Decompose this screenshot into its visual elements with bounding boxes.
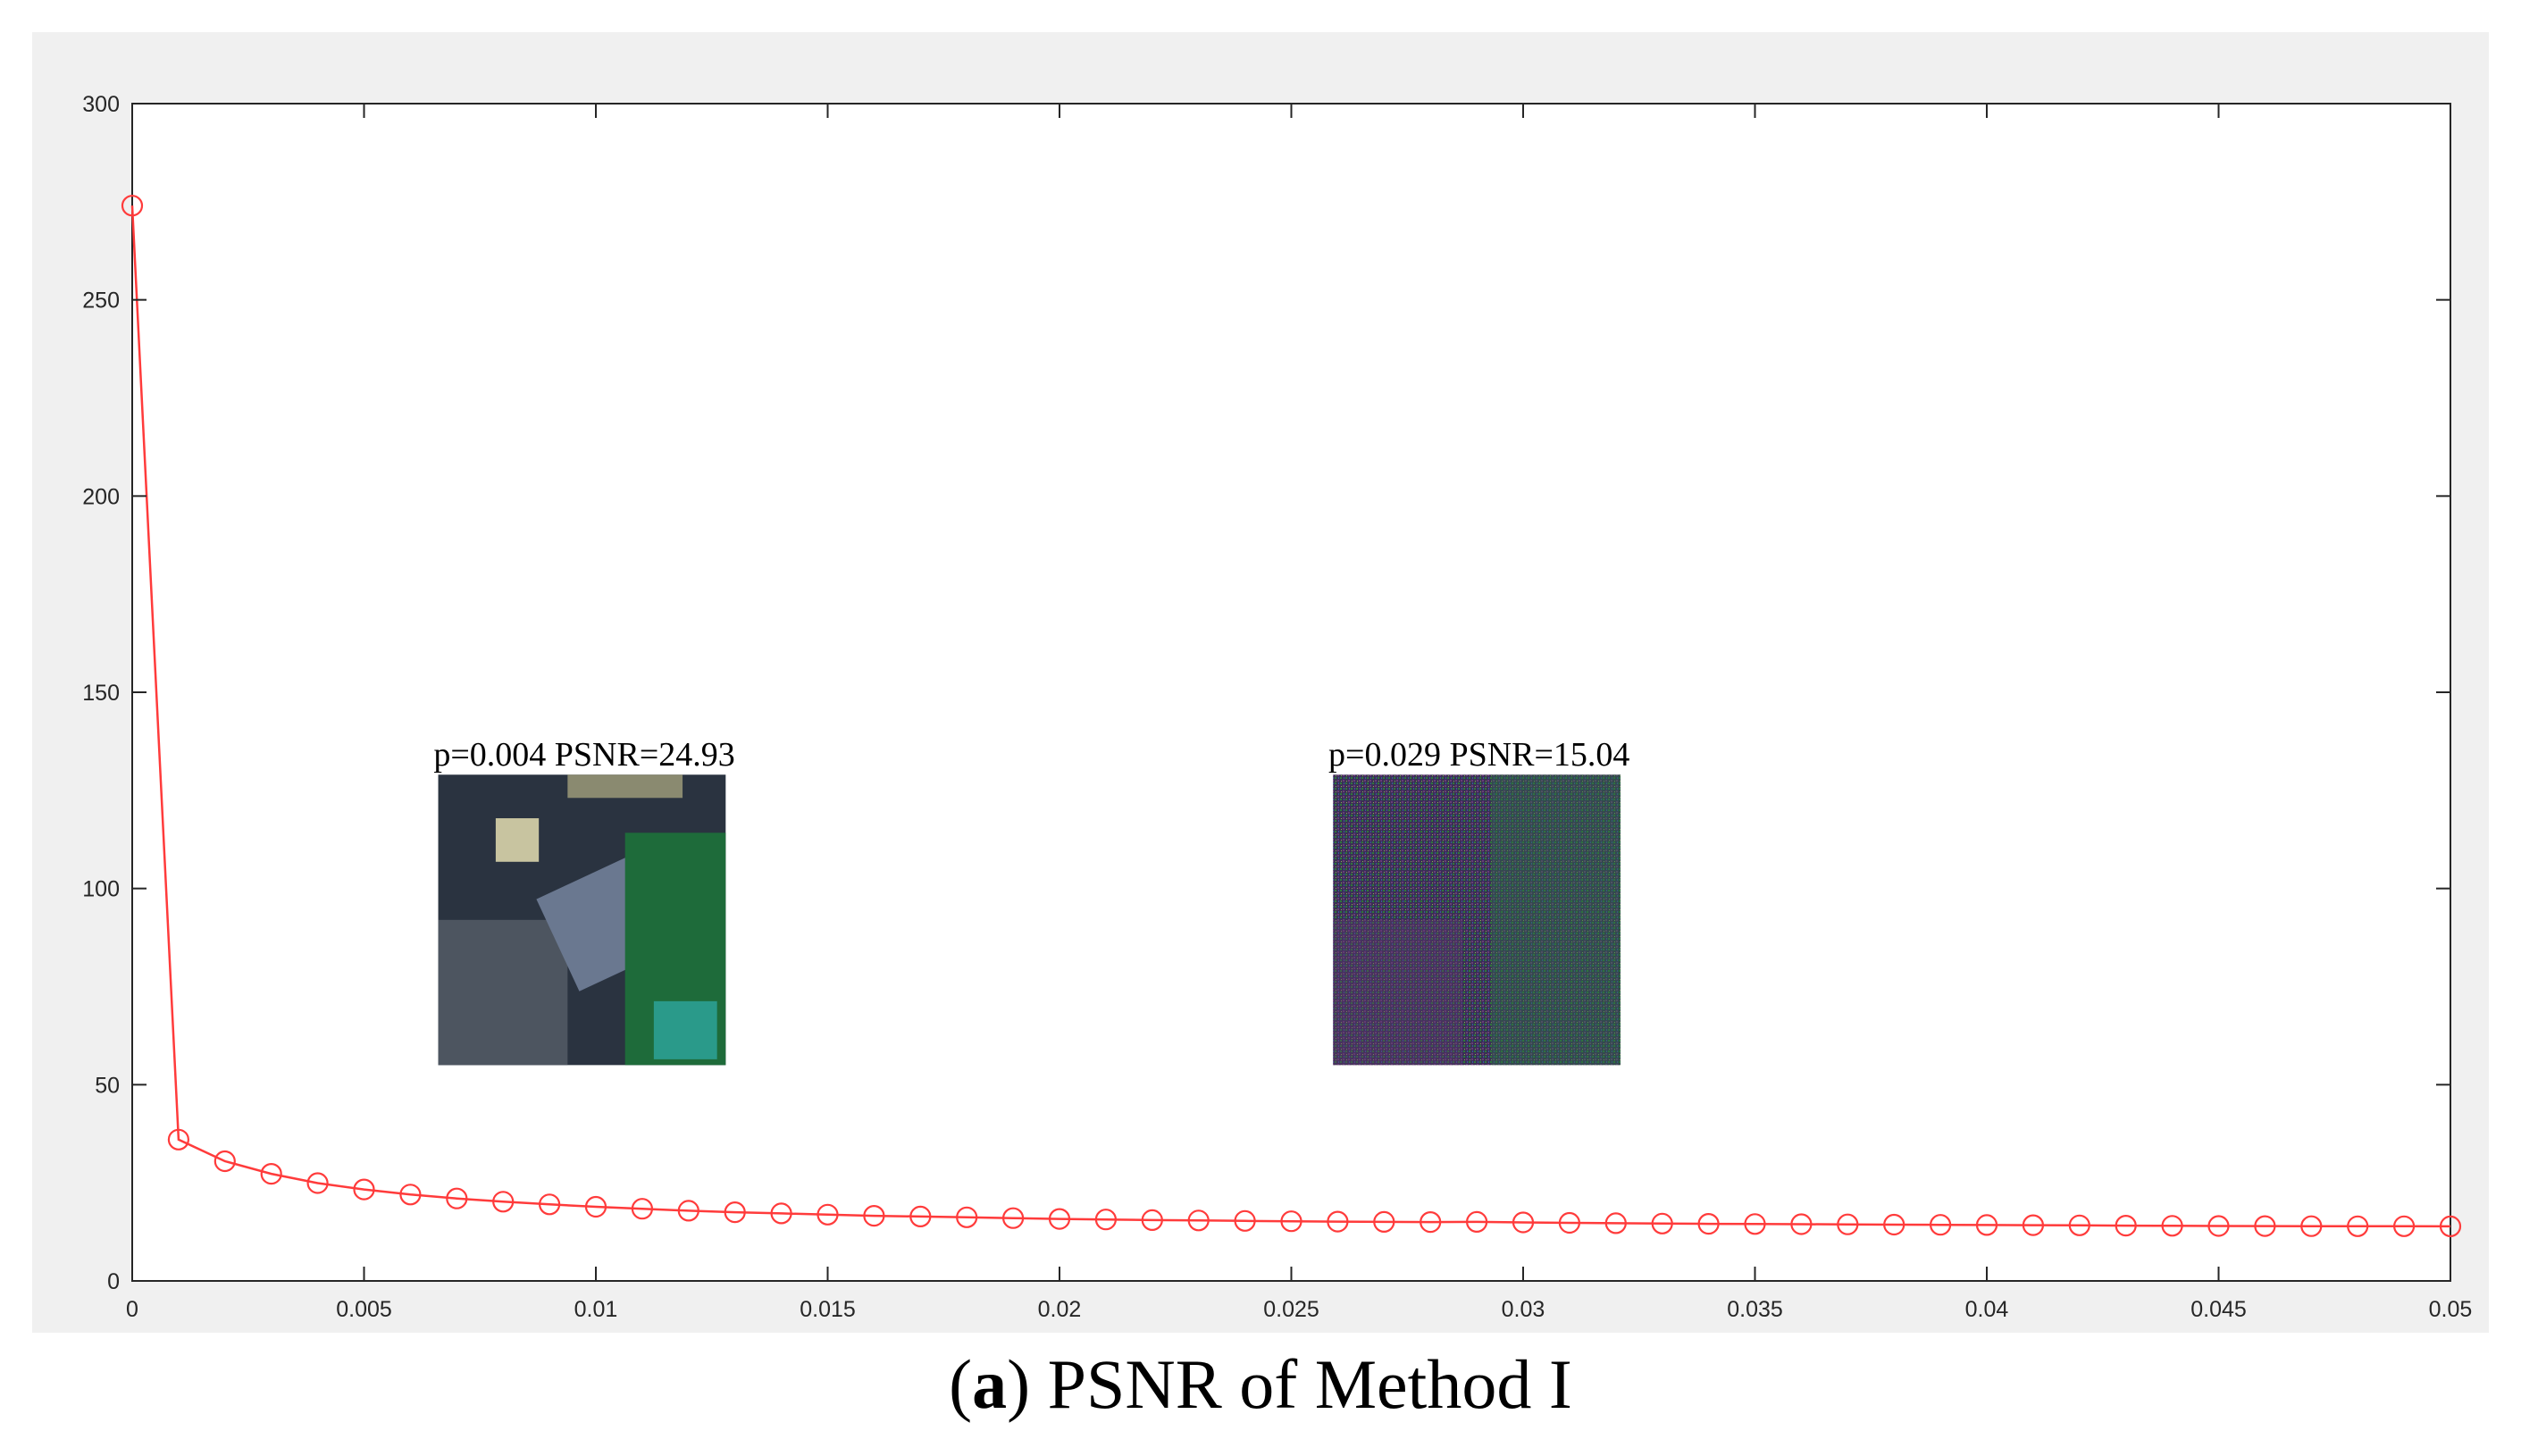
y-tick-label: 200 [82, 484, 120, 509]
data-point [2393, 1215, 2416, 1237]
data-point [1930, 1214, 1952, 1236]
data-point [1651, 1212, 1673, 1234]
data-point [1234, 1209, 1256, 1232]
data-point [399, 1184, 422, 1206]
data-point [1465, 1210, 1488, 1234]
x-tick-label: 0.01 [574, 1297, 618, 1322]
data-point [1558, 1211, 1581, 1234]
x-tick-label: 0.035 [1727, 1297, 1783, 1322]
data-point [260, 1162, 282, 1185]
x-tick-label: 0.045 [2190, 1297, 2247, 1322]
data-point [770, 1202, 792, 1225]
y-tick-label: 0 [107, 1269, 120, 1294]
data-point [956, 1206, 978, 1228]
data-point [2207, 1215, 2230, 1237]
y-tick-label: 100 [82, 877, 120, 902]
data-point [1280, 1210, 1302, 1233]
y-tick-label: 150 [82, 681, 120, 706]
data-point [1373, 1210, 1395, 1234]
data-point [584, 1195, 607, 1218]
data-point [817, 1203, 839, 1226]
data-point [1883, 1213, 1905, 1236]
data-point [1697, 1212, 1720, 1235]
series-line [130, 205, 2451, 1228]
data-point [1420, 1210, 1442, 1234]
data-point [2347, 1215, 2369, 1237]
annotation-label: p=0.029 PSNR=15.04 [1328, 736, 1629, 774]
data-point [446, 1187, 468, 1209]
data-point [492, 1191, 515, 1213]
data-point [631, 1198, 654, 1220]
data-point [863, 1204, 885, 1227]
data-point [1604, 1212, 1627, 1234]
x-tick-label: 0.025 [1263, 1297, 1319, 1322]
data-point [1512, 1211, 1535, 1234]
x-tick-label: 0.03 [1502, 1297, 1545, 1322]
data-point [1187, 1209, 1210, 1232]
data-point [1327, 1210, 1349, 1233]
caption-letter: a [972, 1345, 1008, 1423]
data-point [538, 1193, 561, 1216]
data-point [167, 1128, 189, 1151]
data-point [2068, 1214, 2090, 1236]
data-point [2161, 1215, 2183, 1237]
x-tick-label: 0.005 [336, 1297, 392, 1322]
data-point [1094, 1209, 1118, 1231]
data-point [1837, 1213, 1859, 1235]
inset-image-p0004 [438, 774, 726, 1066]
data-point [2300, 1215, 2323, 1237]
data-point [2439, 1215, 2462, 1238]
data-point [1141, 1209, 1163, 1232]
x-tick-label: 0.02 [1038, 1297, 1082, 1322]
y-tick-label: 250 [82, 289, 120, 314]
data-point [1001, 1207, 1025, 1229]
data-point [214, 1150, 236, 1173]
y-tick-label: 50 [95, 1073, 120, 1098]
psnr-chart: 0 0.005 0.01 0.015 0.02 0.025 0.03 0.035 0.04 0.0… [82, 92, 2473, 1322]
data-point [1790, 1213, 1813, 1235]
data-point [1744, 1213, 1766, 1235]
data-point [121, 195, 144, 217]
x-tick-label: 0.05 [2429, 1297, 2473, 1322]
caption-prefix: ( [949, 1345, 973, 1423]
plot-area [131, 103, 2451, 1282]
figure-caption: (a) PSNR of Method I [0, 1344, 2521, 1425]
x-tick-label: 0 [126, 1297, 138, 1322]
data-point [1048, 1208, 1071, 1230]
y-tick-label: 300 [82, 92, 120, 117]
data-point [306, 1172, 329, 1194]
caption-text: ) PSNR of Method I [1007, 1345, 1572, 1423]
x-tick-label: 0.015 [800, 1297, 856, 1322]
data-point [677, 1200, 699, 1222]
inset-image-p0029 [1333, 774, 1621, 1066]
data-point [353, 1178, 375, 1201]
data-point [724, 1201, 746, 1224]
data-point [2115, 1214, 2137, 1237]
data-point [909, 1205, 932, 1228]
x-tick-label: 0.04 [1965, 1297, 2009, 1322]
data-point [2254, 1215, 2276, 1237]
data-point [2022, 1214, 2044, 1236]
annotation-label: p=0.004 PSNR=24.93 [433, 736, 734, 774]
data-point [1975, 1214, 1998, 1236]
